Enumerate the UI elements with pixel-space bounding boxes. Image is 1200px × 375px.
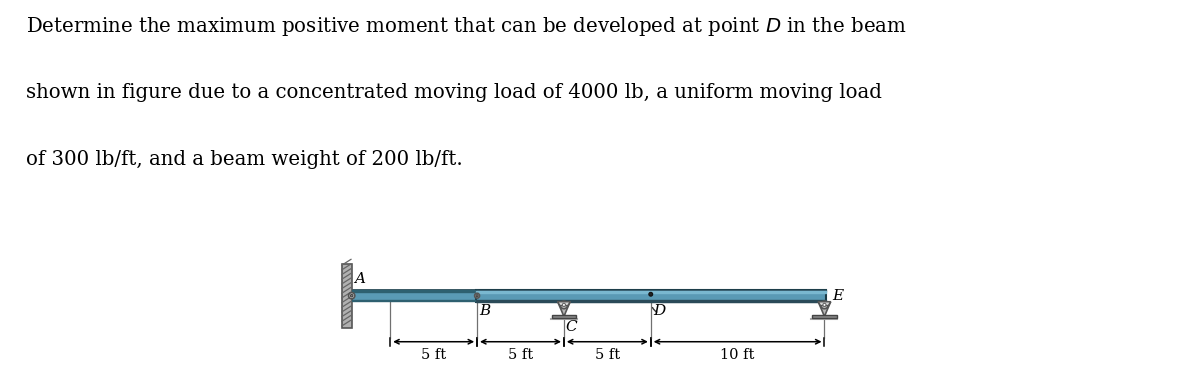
Circle shape: [823, 303, 826, 306]
Circle shape: [560, 301, 568, 309]
Text: D: D: [653, 304, 665, 318]
Circle shape: [649, 292, 653, 296]
Text: 10 ft: 10 ft: [720, 348, 755, 362]
Polygon shape: [558, 302, 570, 316]
Text: 5 ft: 5 ft: [595, 348, 620, 362]
Polygon shape: [352, 291, 479, 292]
Circle shape: [821, 301, 828, 309]
Bar: [812, 315, 836, 318]
Text: 5 ft: 5 ft: [508, 348, 533, 362]
Text: Determine the maximum positive moment that can be developed at point $D$ in the : Determine the maximum positive moment th…: [26, 15, 907, 38]
Polygon shape: [475, 290, 826, 291]
Circle shape: [476, 295, 478, 297]
Polygon shape: [352, 291, 479, 301]
Text: shown in figure due to a concentrated moving load of 4000 lb, a uniform moving l: shown in figure due to a concentrated mo…: [26, 82, 882, 102]
Circle shape: [348, 292, 355, 299]
Circle shape: [350, 294, 353, 297]
Bar: [475, 290, 826, 302]
Polygon shape: [818, 302, 830, 306]
Polygon shape: [475, 291, 826, 294]
Bar: [552, 315, 576, 318]
Text: E: E: [833, 289, 844, 303]
Text: B: B: [479, 304, 490, 318]
Text: 5 ft: 5 ft: [421, 348, 446, 362]
Circle shape: [475, 293, 480, 298]
Polygon shape: [352, 300, 479, 301]
Polygon shape: [475, 300, 826, 302]
Text: C: C: [565, 320, 577, 334]
Text: of 300 lb/ft, and a beam weight of 200 lb/ft.: of 300 lb/ft, and a beam weight of 200 l…: [26, 150, 463, 169]
Polygon shape: [818, 302, 830, 316]
Circle shape: [563, 303, 565, 306]
Polygon shape: [470, 291, 484, 301]
Text: A: A: [355, 272, 366, 286]
Bar: [342, 264, 352, 328]
Polygon shape: [558, 302, 570, 306]
